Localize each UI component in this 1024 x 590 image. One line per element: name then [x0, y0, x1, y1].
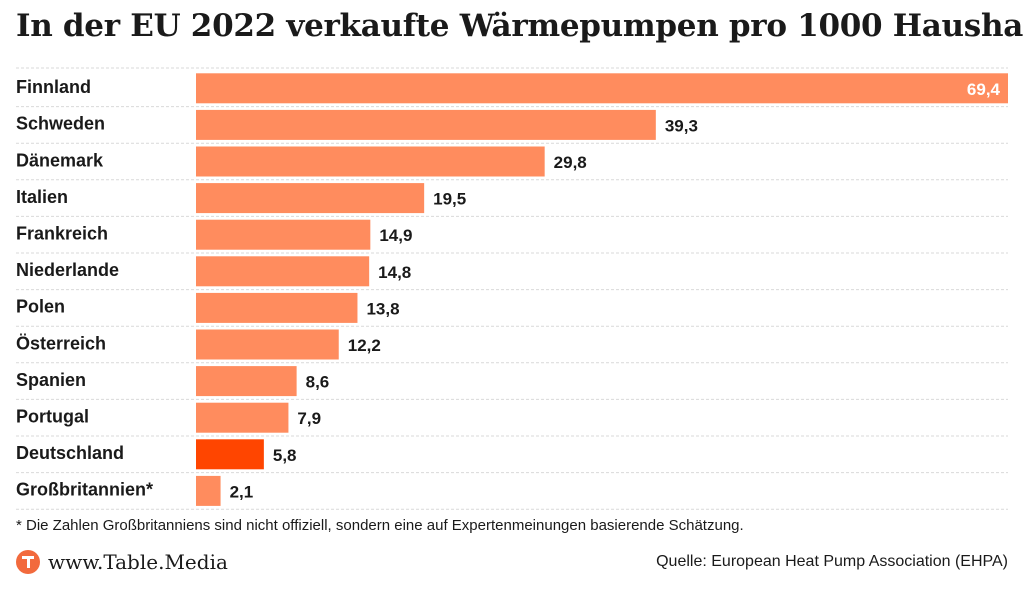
value-label: 14,8 [378, 263, 411, 282]
bar [196, 73, 1008, 104]
value-label: 69,4 [967, 80, 1001, 99]
bar [196, 402, 289, 433]
source-note: Quelle: European Heat Pump Association (… [656, 553, 1008, 570]
footnote: * Die Zahlen Großbritanniens sind nicht … [16, 517, 744, 534]
bar [196, 219, 371, 250]
category-label: Finnland [16, 77, 91, 97]
category-label: Österreich [16, 333, 106, 353]
bar [196, 475, 221, 506]
bar [196, 256, 370, 287]
value-label: 14,9 [379, 226, 412, 245]
table-media-logo-icon [16, 550, 40, 574]
value-label: 19,5 [433, 190, 466, 209]
value-label: 8,6 [306, 373, 330, 392]
value-label: 7,9 [297, 409, 321, 428]
category-label: Portugal [16, 406, 89, 426]
category-label: Schweden [16, 114, 105, 134]
category-label: Polen [16, 297, 65, 317]
value-label: 39,3 [665, 116, 698, 135]
category-label: Italien [16, 187, 68, 207]
value-label: 29,8 [554, 153, 587, 172]
category-label: Spanien [16, 370, 86, 390]
category-label: Niederlande [16, 260, 119, 280]
brand-link[interactable]: www.Table.Media [48, 550, 228, 574]
category-label: Großbritannien* [16, 480, 153, 500]
value-label: 13,8 [366, 299, 399, 318]
brand[interactable]: www.Table.Media [16, 550, 228, 574]
value-label: 5,8 [273, 446, 297, 465]
bar [196, 146, 545, 177]
bar [196, 366, 297, 397]
bar [196, 183, 425, 214]
footer: www.Table.Media Quelle: European Heat Pu… [0, 548, 1024, 582]
category-label: Deutschland [16, 443, 124, 463]
bar-chart: Finnland 69,4 Schweden 39,3 Dänemark 29,8 Ital… [16, 67, 1008, 510]
bar [196, 439, 264, 470]
value-label: 12,2 [348, 336, 381, 355]
chart-title: In der EU 2022 verkaufte Wärmepumpen pro… [16, 8, 1024, 44]
value-label: 2,1 [230, 482, 254, 501]
category-label: Frankreich [16, 223, 108, 243]
bar [196, 109, 656, 140]
bar [196, 292, 358, 323]
bar [196, 329, 339, 360]
category-label: Dänemark [16, 150, 104, 170]
